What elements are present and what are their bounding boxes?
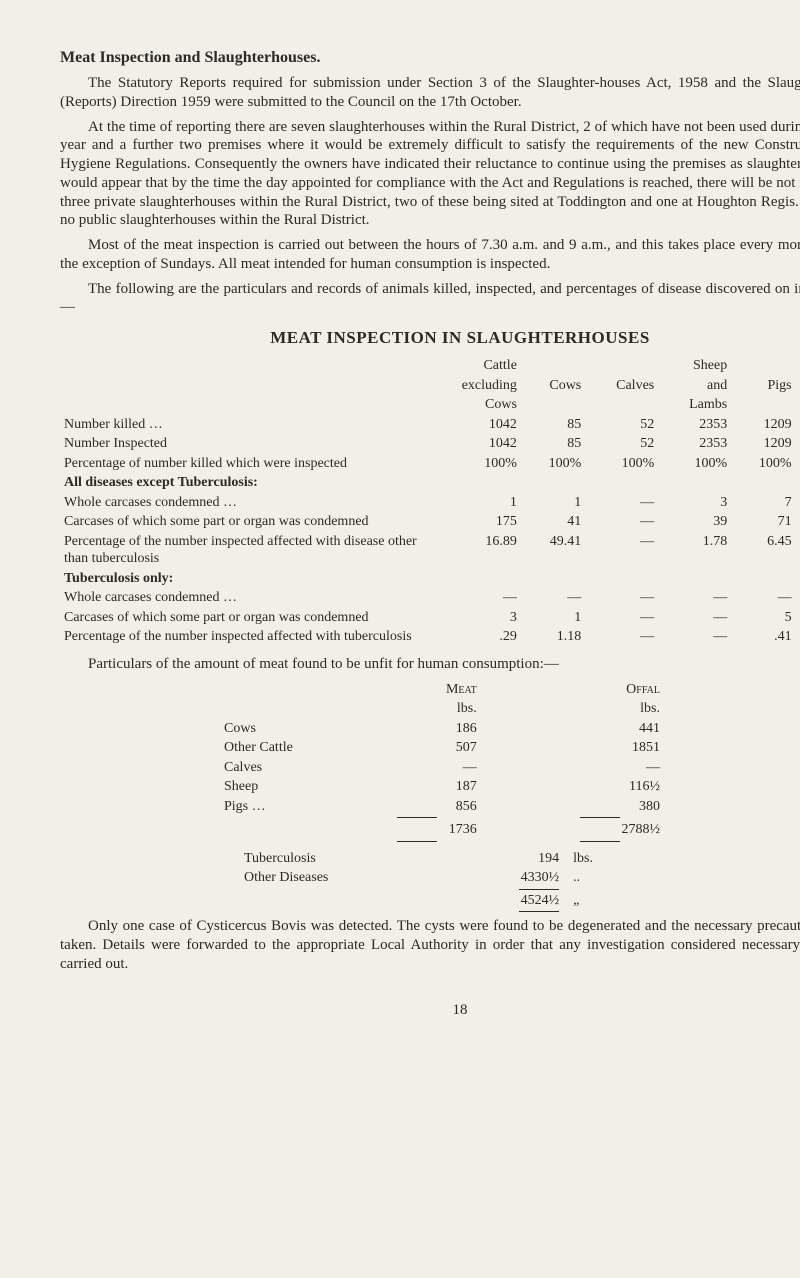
unfit-col-offal: Offal (517, 680, 700, 700)
col-pigs: Pigs (731, 376, 795, 396)
col-cattle-1: Cattle (421, 356, 521, 376)
inspection-table: Cattle Sheep excluding Cows Calves and P… (60, 356, 800, 647)
col-cattle-2: excluding (421, 376, 521, 396)
group-heading-1: All diseases except Tuberculosis: (60, 473, 800, 493)
table-title: MEAT INSPECTION IN SLAUGHTERHOUSES (60, 327, 800, 348)
group-heading-2: Tuberculosis only: (60, 569, 800, 589)
col-sheep-2: and (658, 376, 731, 396)
col-sheep-3: Lambs (658, 395, 731, 415)
page-number: 18 (60, 1001, 800, 1020)
table-row: Percentage of the number inspected affec… (60, 627, 800, 647)
tb-total-row: 4524½ „ (240, 891, 640, 911)
col-cattle-3: Cows (421, 395, 521, 415)
table-row: Percentage of the number inspected affec… (60, 532, 800, 569)
unfit-intro: Particulars of the amount of meat found … (60, 655, 800, 674)
col-sheep-1: Sheep (658, 356, 731, 376)
table-row: Carcases of which some part or organ was… (60, 608, 800, 628)
table-row: Number Inspected 1042 85 52 2353 1209 47… (60, 434, 800, 454)
table-row: Sheep 187 116½ (220, 777, 700, 797)
table-row: Number killed … 1042 85 52 2353 1209 474… (60, 415, 800, 435)
paragraph-2: At the time of reporting there are seven… (60, 118, 800, 231)
closing-paragraph: Only one case of Cysticercus Bovis was d… (60, 917, 800, 973)
table-row: Carcases of which some part or organ was… (60, 512, 800, 532)
paragraph-1: The Statutory Reports required for submi… (60, 74, 800, 112)
unfit-table: Meat Offal lbs. lbs. Cows 186 441 Other … (220, 680, 700, 843)
table-row: Cows 186 441 (220, 719, 700, 739)
unfit-total-row: 1736 2788½ (220, 819, 700, 840)
col-cows: Cows (521, 376, 585, 396)
table-row: Pigs … 856 380 (220, 797, 700, 817)
table-row: Calves — — (220, 758, 700, 778)
col-calves: Calves (585, 376, 658, 396)
paragraph-4: The following are the particulars and re… (60, 280, 800, 318)
tb-table: Tuberculosis 194 lbs. Other Diseases 433… (240, 849, 640, 914)
unfit-col-meat: Meat (334, 680, 517, 700)
table-row: Other Cattle 507 1851 (220, 738, 700, 758)
table-row: Other Diseases 4330½ .. (240, 868, 640, 888)
table-row: Whole carcases condemned … — — — — — — (60, 588, 800, 608)
col-total: Total (796, 376, 800, 396)
table-row: Percentage of number killed which were i… (60, 454, 800, 474)
table-row: Tuberculosis 194 lbs. (240, 849, 640, 869)
table-row: Whole carcases condemned … 1 1 — 3 7 12 (60, 493, 800, 513)
paragraph-3: Most of the meat inspection is carried o… (60, 236, 800, 274)
section-heading: Meat Inspection and Slaughterhouses. (60, 48, 800, 68)
